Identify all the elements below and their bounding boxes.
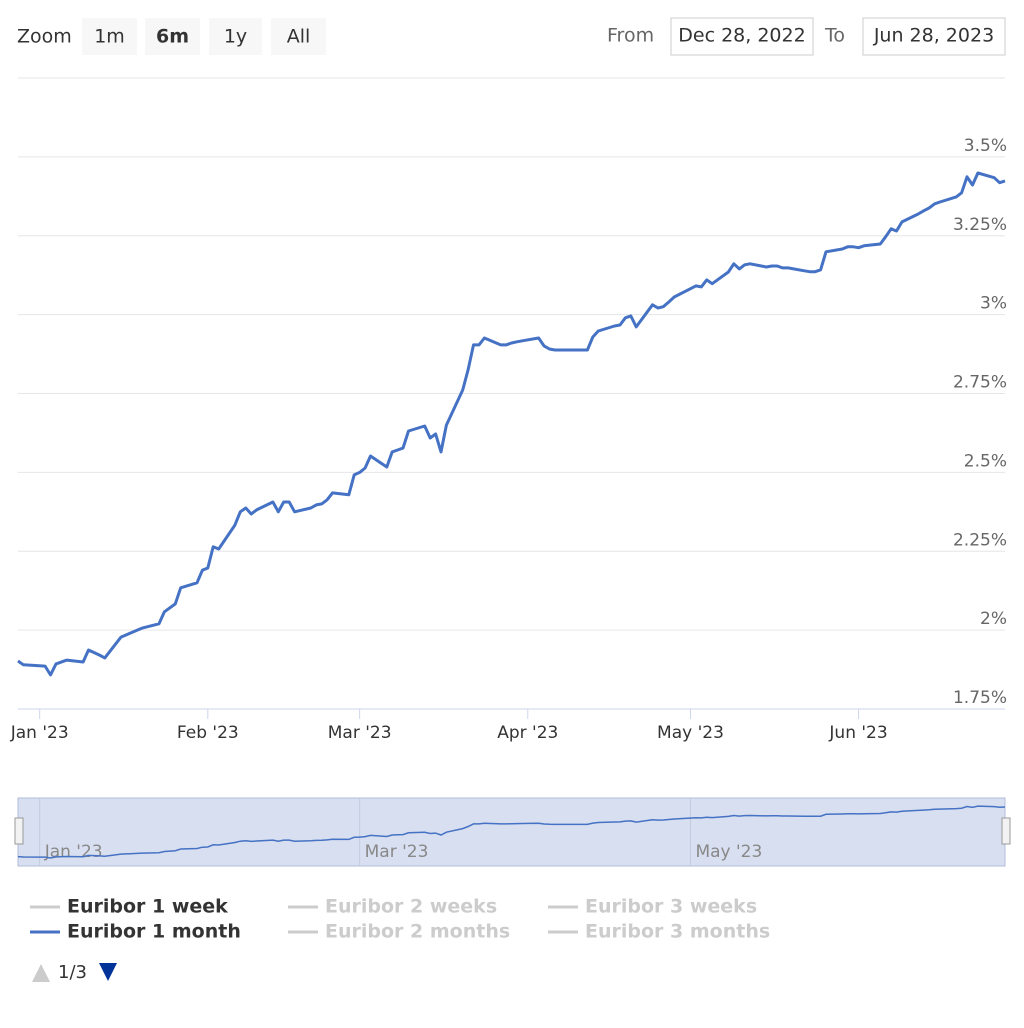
to-value[interactable]: Jun 28, 2023 (873, 25, 994, 47)
legend-pager: 1/3 (32, 962, 117, 983)
navigator-tick-label: Mar '23 (365, 842, 429, 862)
x-tick-label: May '23 (657, 723, 724, 743)
y-tick-label: 3.5% (964, 136, 1007, 156)
from-value[interactable]: Dec 28, 2022 (678, 25, 805, 47)
x-tick-label: Feb '23 (177, 723, 239, 743)
navigator-line (17, 805, 1006, 859)
legend-label[interactable]: Euribor 2 weeks (325, 896, 497, 918)
legend-label[interactable]: Euribor 2 months (325, 921, 510, 943)
y-tick-label: 1.75% (953, 688, 1007, 708)
zoom-button[interactable] (145, 18, 200, 55)
x-tick-label: Jan '23 (10, 723, 69, 743)
legend-label[interactable]: Euribor 3 weeks (585, 896, 757, 918)
zoom-button-label[interactable]: All (287, 26, 311, 48)
from-input[interactable] (670, 17, 814, 56)
series-line (17, 171, 1006, 677)
y-tick-label: 3% (980, 294, 1007, 314)
to-label: To (824, 25, 845, 47)
navigator-tick-label: May '23 (695, 842, 762, 862)
pager-up[interactable] (32, 964, 50, 982)
y-tick-label: 2.5% (964, 451, 1007, 471)
x-tick-label: Apr '23 (497, 723, 558, 743)
navigator-handle[interactable] (1001, 817, 1011, 845)
from-label: From (607, 25, 654, 47)
navigator-handle[interactable] (14, 817, 24, 845)
legend-label[interactable]: Euribor 3 months (585, 921, 770, 943)
to-input[interactable] (862, 17, 1006, 56)
zoom-button[interactable] (209, 18, 262, 55)
y-tick-label: 2% (980, 609, 1007, 629)
zoom-label: Zoom (17, 26, 72, 48)
x-tick-label: Jun '23 (828, 723, 887, 743)
y-tick-label: 2.25% (953, 530, 1007, 550)
pager-down[interactable] (99, 963, 117, 981)
legend-label[interactable]: Euribor 1 week (67, 896, 228, 918)
y-tick-label: 3.25% (953, 215, 1007, 235)
zoom-button-label[interactable]: 6m (156, 26, 189, 48)
zoom-button-label[interactable]: 1y (224, 26, 247, 48)
zoom-button[interactable] (82, 18, 137, 55)
navigator-tick-label: Jan '23 (44, 842, 103, 862)
y-tick-label: 2.75% (953, 373, 1007, 393)
navigator-background (17, 797, 1006, 867)
zoom-button-label[interactable]: 1m (94, 26, 125, 48)
legend-label[interactable]: Euribor 1 month (67, 921, 241, 943)
zoom-button[interactable] (271, 18, 326, 55)
x-tick-label: Mar '23 (328, 723, 392, 743)
pager-text: 1/3 (58, 962, 87, 983)
